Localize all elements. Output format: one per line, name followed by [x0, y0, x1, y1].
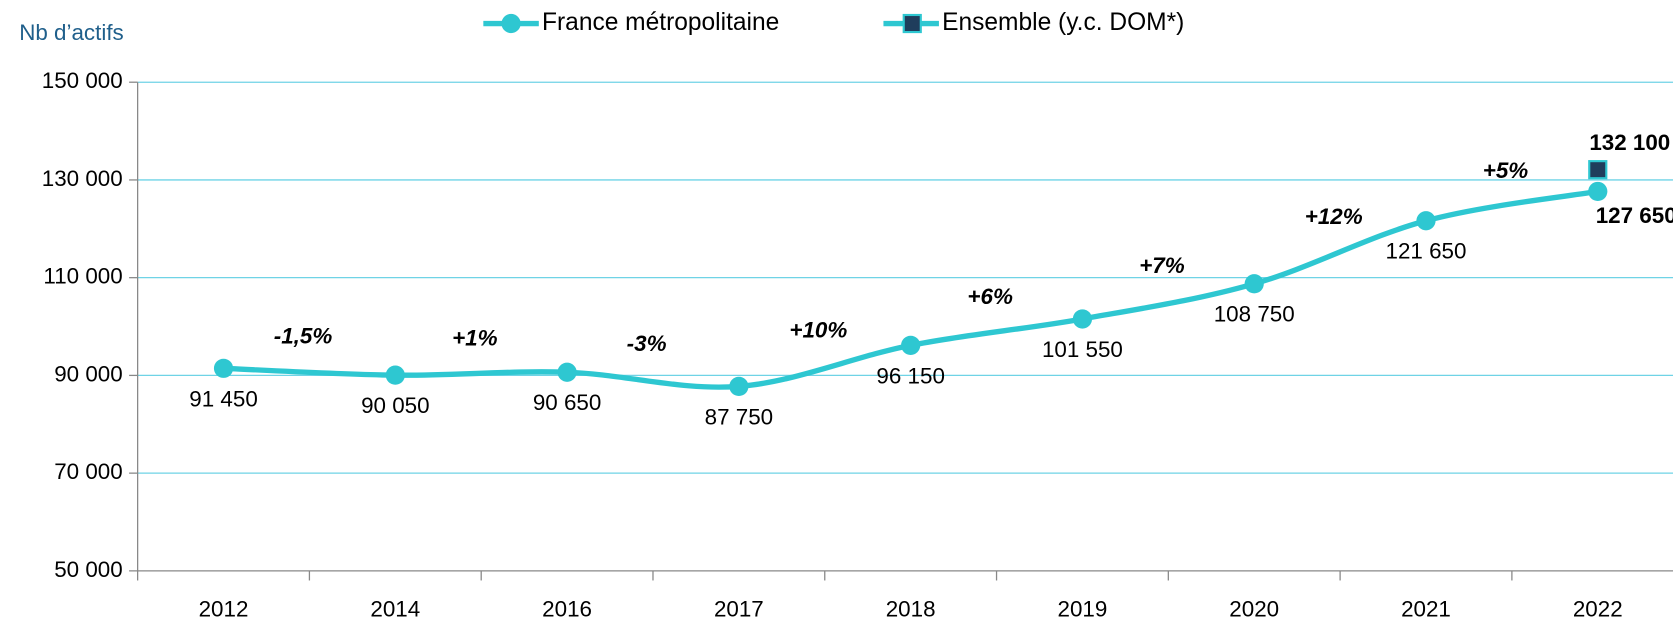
marker: [729, 376, 749, 397]
data-label: 91 450: [189, 386, 257, 411]
marker: [1072, 309, 1093, 329]
x-tick-label: 2017: [714, 596, 764, 620]
marker: [1244, 274, 1264, 294]
legend-marker: [501, 13, 521, 34]
data-label: 101 550: [1042, 337, 1123, 362]
x-tick-label: 2018: [886, 596, 936, 620]
x-tick-label: 2020: [1229, 596, 1279, 620]
data-label: 132 100: [1589, 130, 1670, 155]
x-tick-label: 2019: [1058, 596, 1108, 620]
data-label: 87 750: [705, 404, 773, 429]
legend-marker: [902, 13, 922, 34]
legend-label: France métropolitaine: [542, 9, 779, 36]
y-tick-label: 110 000: [43, 264, 122, 289]
y-tick-label: 130 000: [42, 166, 123, 191]
marker: [385, 365, 405, 385]
marker: [213, 358, 234, 378]
data-label: 121 650: [1386, 239, 1467, 264]
data-label: 127 650: [1596, 203, 1673, 228]
y-tick-label: 50 000: [54, 557, 122, 582]
legend-label: Ensemble (y.c. DOM*): [942, 9, 1184, 36]
y-tick-label: 90 000: [54, 361, 122, 386]
annotation: +1%: [452, 325, 498, 350]
data-label: 90 650: [533, 390, 601, 415]
marker: [557, 362, 577, 382]
x-tick-label: 2016: [542, 596, 592, 620]
marker: [1588, 181, 1608, 202]
annotation: +7%: [1139, 253, 1185, 278]
x-tick-label: 2021: [1401, 596, 1451, 620]
y-axis-label: Nb d’actifs: [19, 20, 124, 45]
series-line: [223, 188, 1599, 390]
annotation: +10%: [789, 318, 847, 343]
data-label: 108 750: [1214, 302, 1295, 327]
x-tick-label: 2022: [1573, 596, 1623, 620]
marker: [901, 335, 921, 355]
data-label: 90 050: [361, 393, 429, 418]
x-tick-label: 2012: [199, 596, 249, 620]
annotation: +5%: [1483, 158, 1529, 183]
annotation: -3%: [627, 331, 667, 356]
annotation: -1,5%: [274, 324, 333, 349]
x-tick-label: 2014: [370, 596, 420, 620]
marker: [1416, 211, 1436, 231]
y-tick-label: 150 000: [42, 68, 123, 93]
annotation: +12%: [1305, 204, 1363, 229]
y-tick-label: 70 000: [54, 459, 122, 484]
annotation: +6%: [967, 284, 1013, 309]
data-label: 96 150: [876, 363, 944, 388]
marker: [1588, 160, 1608, 180]
